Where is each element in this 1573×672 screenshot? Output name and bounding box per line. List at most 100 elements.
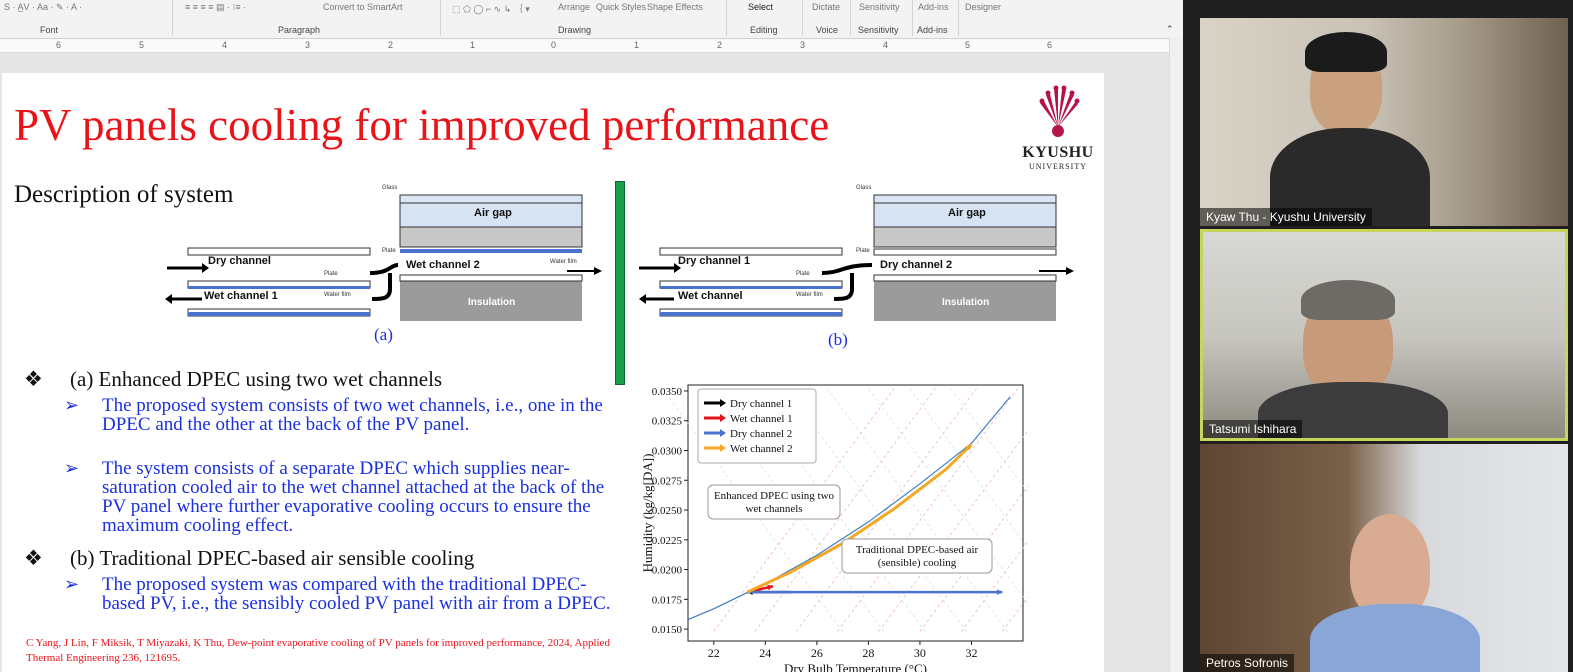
y-axis-label: Humidity (kg/kg[DA]) xyxy=(640,454,655,573)
sensitivity-button[interactable]: Sensitivity xyxy=(859,2,900,12)
group-voice: Voice xyxy=(816,25,839,35)
designer-button[interactable]: Designer xyxy=(965,2,1002,12)
caption-b: (b) xyxy=(828,330,848,349)
annotation-text: wet channels xyxy=(745,503,802,515)
group-paragraph: Paragraph xyxy=(278,25,321,35)
diagram-b: Glass Air gap Plate Dry channel 1 Dry ch… xyxy=(634,183,1094,353)
y-tick-label: 0.0325 xyxy=(652,416,683,428)
y-tick-label: 0.0275 xyxy=(652,475,683,487)
legend-label: Wet channel 1 xyxy=(730,413,793,425)
sub-bullet-b1: ➢ The proposed system was compared with … xyxy=(64,574,611,614)
x-tick-label: 30 xyxy=(914,646,926,660)
arrow-bullet-icon: ➢ xyxy=(64,574,80,594)
legend-arrow xyxy=(720,429,726,437)
annotation-text: Enhanced DPEC using two xyxy=(714,490,835,502)
chart-svg: 22 24 26 28 30 32 0.0150 0.0175 0.0200 0.0225 0.02… xyxy=(640,384,1104,672)
x-axis-label: Dry Bulb Temperature (°C) xyxy=(784,661,927,672)
dry-channel-2-label: Dry channel 2 xyxy=(880,259,953,271)
psychrometric-chart: 22 24 26 28 30 32 0.0150 0.0175 0.0200 0.0225 0.02… xyxy=(638,379,1104,672)
video-tile-kyaw-thu[interactable]: Kyaw Thu - Kyushu University xyxy=(1200,18,1568,226)
air-gap-label: Air gap xyxy=(474,207,512,219)
series-line-3 xyxy=(746,443,973,594)
insulation-label: Insulation xyxy=(468,297,516,308)
y-tick-label: 0.0200 xyxy=(652,565,683,577)
dictate-button[interactable]: Dictate xyxy=(812,2,841,12)
caption-a: (a) xyxy=(374,325,393,344)
wet-channel-2-label: Wet channel 2 xyxy=(406,259,480,271)
quick-styles-button[interactable]: Quick Styles xyxy=(596,2,647,12)
group-sensitivity: Sensitivity xyxy=(858,25,899,35)
convert-smartart-button[interactable]: Convert to SmartArt xyxy=(323,2,403,12)
x-tick-label: 26 xyxy=(811,646,823,660)
participant-hair xyxy=(1305,32,1387,72)
shapes-gallery[interactable]: ⬚ ⬠ ◯ ⌐ ∿ ↳ ｛ ▾ xyxy=(452,4,530,14)
participant-hair xyxy=(1301,280,1395,320)
bullet-diamond-icon: ❖ xyxy=(24,546,43,570)
add-ins-button[interactable]: Add-ins xyxy=(918,2,949,12)
vertical-scrollbar[interactable] xyxy=(1169,38,1183,672)
sub-bullet-a2: ➢ The system consists of a separate DPEC… xyxy=(64,458,605,536)
arrow-bullet-icon: ➢ xyxy=(64,395,80,415)
slide-title: PV panels cooling for improved performan… xyxy=(14,100,830,150)
group-drawing: Drawing xyxy=(558,25,592,35)
arrange-button[interactable]: Arrange xyxy=(558,2,591,12)
participant-face xyxy=(1350,514,1430,619)
collapse-ribbon-icon[interactable]: ⌃ xyxy=(1166,24,1174,34)
x-tick-label: 22 xyxy=(708,646,720,660)
air-gap-label-b: Air gap xyxy=(948,207,986,219)
insulation-label-b: Insulation xyxy=(942,297,990,308)
group-add-ins: Add-ins xyxy=(917,25,948,35)
x-tick-label: 28 xyxy=(862,646,874,660)
slide: PV panels cooling for improved performan… xyxy=(2,73,1104,672)
video-tile-tatsumi-ishihara[interactable]: Tatsumi Ishihara xyxy=(1200,229,1568,441)
ribbon: S · A̲V · Aa · ✎ · A · ≡ ≡ ≡ ≡ ▤ · ⁝≡ · … xyxy=(0,0,1183,39)
sub-bullet-a1: ➢ The proposed system consists of two we… xyxy=(64,395,603,435)
dry-channel-label: Dry channel xyxy=(208,255,271,267)
y-tick-label: 0.0150 xyxy=(652,624,683,636)
annotation-text: Traditional DPEC-based air xyxy=(856,544,979,556)
section-heading: Description of system xyxy=(14,181,234,208)
participant-name: Tatsumi Ishihara xyxy=(1203,420,1303,438)
participant-body xyxy=(1310,604,1480,672)
annotation-box xyxy=(841,538,993,574)
paragraph-controls[interactable]: ≡ ≡ ≡ ≡ ▤ · ⁝≡ · xyxy=(185,2,247,12)
y-tick-label: 0.0300 xyxy=(652,445,683,457)
video-tile-petros-sofronis[interactable]: Petros Sofronis xyxy=(1200,444,1568,672)
legend-arrow xyxy=(720,444,726,452)
shape-effects-button[interactable]: Shape Effects xyxy=(647,2,703,12)
university-emblem-icon xyxy=(1039,85,1080,137)
bullet-b: (b) Traditional DPEC-based air sensible … xyxy=(70,546,475,570)
legend-label: Dry channel 1 xyxy=(730,398,792,410)
x-tick-label: 24 xyxy=(759,646,771,660)
legend-box xyxy=(697,388,817,464)
diagram-a: Glass Air gap Plate Dry channel Wet chan… xyxy=(162,183,602,353)
reference-citation: C Yang, J Lin, F Miksik, T Miyazaki, K T… xyxy=(26,637,610,664)
powerpoint-window: S · A̲V · Aa · ✎ · A · ≡ ≡ ≡ ≡ ▤ · ⁝≡ · … xyxy=(0,0,1183,672)
y-tick-label: 0.0175 xyxy=(652,594,683,606)
participant-name: Petros Sofronis xyxy=(1200,654,1295,672)
wet-channel-1-label: Wet channel 1 xyxy=(204,290,278,302)
series-arrowhead-3 xyxy=(965,444,972,451)
series-arrowhead-1 xyxy=(767,584,774,591)
y-tick-label: 0.0250 xyxy=(652,505,683,517)
y-tick-label: 0.0225 xyxy=(652,535,683,547)
participant-name: Kyaw Thu - Kyushu University xyxy=(1200,208,1372,226)
wet-channel-label: Wet channel xyxy=(678,290,743,302)
bullet-a: (a) Enhanced DPEC using two wet channels xyxy=(70,367,443,391)
logo-sub: UNIVERSITY xyxy=(1029,162,1087,171)
divider-bar xyxy=(615,181,625,385)
group-editing: Editing xyxy=(750,25,778,35)
select-button[interactable]: Select xyxy=(748,2,774,12)
enthalpy-guide-line xyxy=(868,388,1050,632)
kyushu-university-logo: KYUSHU UNIVERSITY xyxy=(1018,83,1098,171)
horizontal-ruler: 6 5 4 3 2 1 0 1 2 3 4 5 6 xyxy=(0,39,1170,53)
font-controls[interactable]: S · A̲V · Aa · ✎ · A · xyxy=(4,2,83,12)
annotation-text: (sensible) cooling xyxy=(878,557,957,569)
legend-label: Dry channel 2 xyxy=(730,428,792,440)
saturation-curve xyxy=(687,396,1011,621)
legend-arrow xyxy=(720,399,726,407)
bullet-diamond-icon: ❖ xyxy=(24,367,43,391)
legend-label: Wet channel 2 xyxy=(730,443,793,455)
logo-name: KYUSHU xyxy=(1022,144,1094,161)
y-tick-label: 0.0350 xyxy=(652,386,683,398)
